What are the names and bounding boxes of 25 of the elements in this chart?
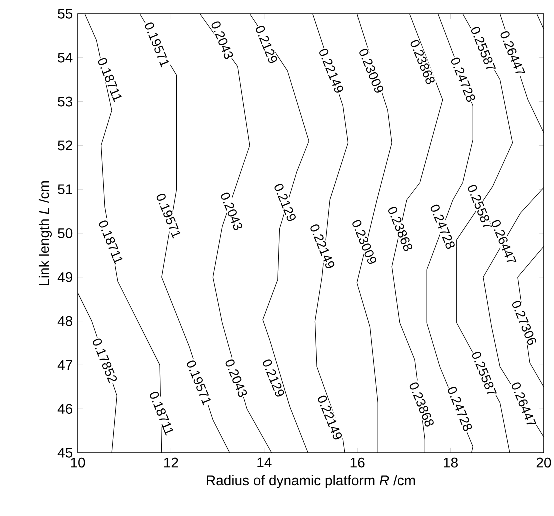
x-tick-label: 14: [258, 458, 272, 468]
annotation: 0.2129: [256, 26, 278, 64]
annotation: 0.2043: [221, 192, 242, 230]
x-tick-label: 20: [536, 458, 552, 468]
y-tick-label: 45: [58, 448, 73, 458]
x-tick-label: 12: [164, 458, 178, 468]
y-tick-label: 55: [58, 9, 73, 19]
annotation: 0.2129: [274, 184, 296, 222]
y-tick-label: 47: [58, 360, 72, 370]
y-tick-label: 50: [58, 228, 73, 238]
y-tick-label: 53: [58, 96, 73, 107]
annotation: 0.2043: [226, 360, 248, 398]
y-tick-label: 49: [58, 272, 72, 282]
x-tick-label: 16: [350, 458, 365, 468]
y-tick-label: 54: [58, 53, 73, 63]
y-tick-label: 46: [58, 404, 73, 414]
annotation: 0.2043: [212, 22, 234, 60]
x-axis-title: Radius of dynamic platform R /cm: [207, 475, 416, 488]
y-axis-title: Link length L /cm: [38, 181, 52, 286]
x-tick-label: 18: [444, 458, 458, 468]
y-tick-label: 51: [58, 184, 72, 194]
annotation: 0.2129: [263, 360, 284, 397]
y-tick-label: 48: [58, 316, 73, 326]
x-tick-label: 10: [71, 458, 86, 468]
y-tick-label: 52: [58, 140, 72, 151]
